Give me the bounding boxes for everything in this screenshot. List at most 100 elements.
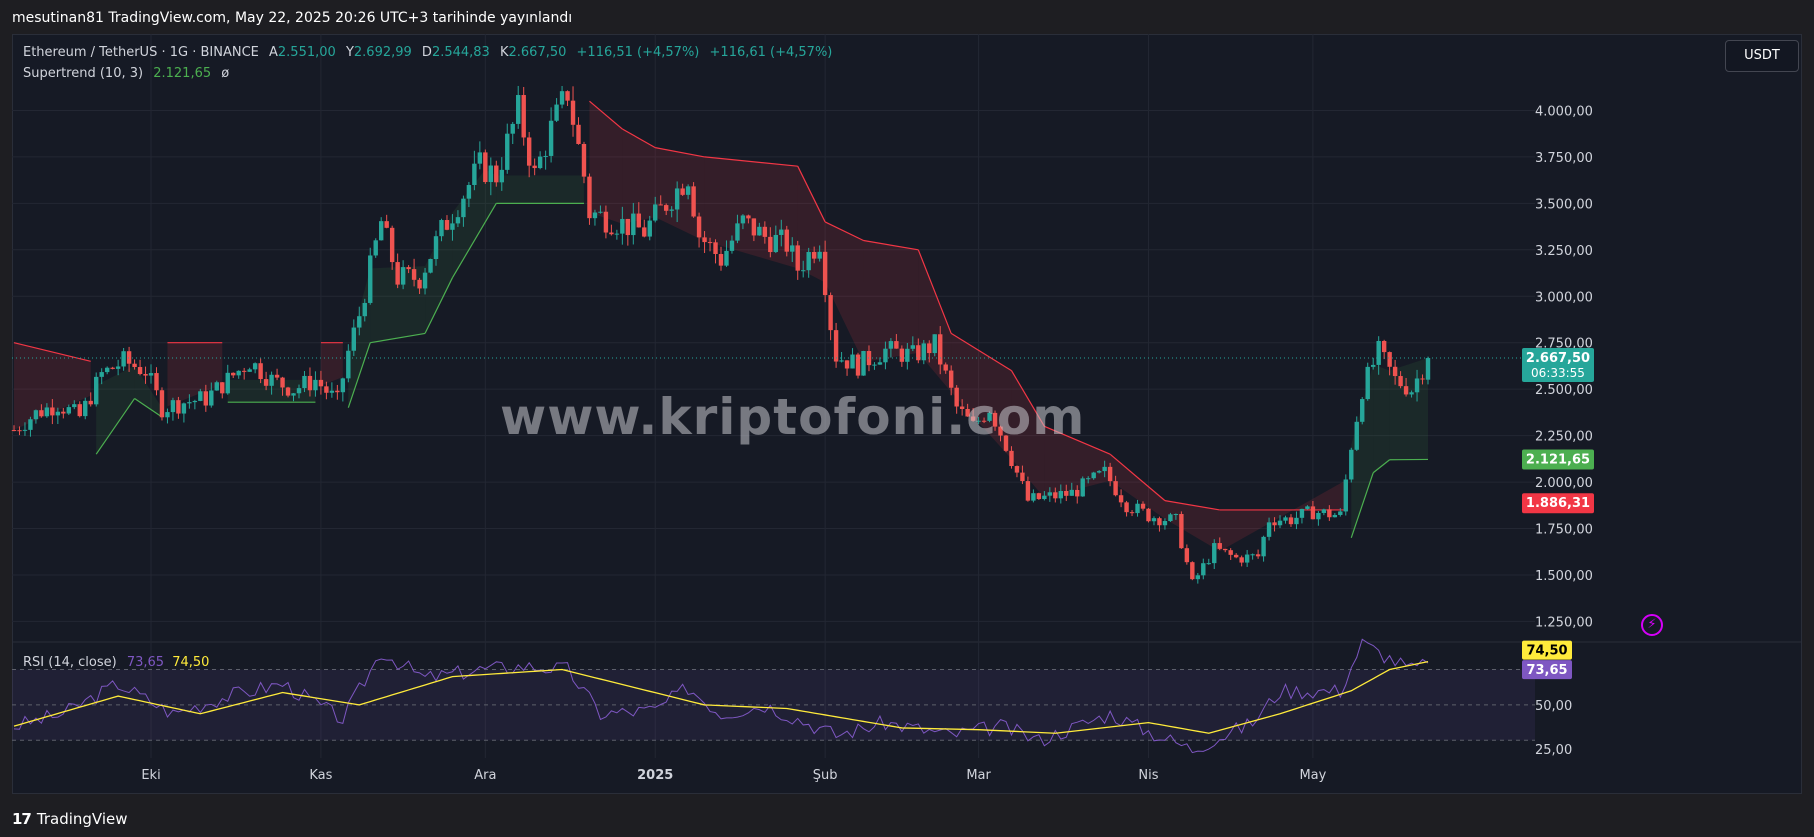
candle-body: [1239, 557, 1244, 563]
supertrend-fill-down: [951, 333, 1012, 459]
candle-body: [1058, 491, 1063, 499]
candle-body: [948, 370, 954, 388]
supertrend-line: [451, 221, 486, 278]
candle-body: [592, 212, 598, 219]
candle-body: [559, 91, 565, 105]
candle-body: [220, 382, 225, 394]
price-badge-label: 2.121,65: [1526, 452, 1590, 467]
candle-body: [1409, 392, 1414, 395]
candle-body: [1392, 366, 1398, 377]
supertrend-fill-down: [863, 240, 919, 363]
supertrend-value: 2.121,65: [153, 66, 212, 81]
price-axis-label: 1.500,00: [1535, 569, 1593, 584]
rsi-ma-line: [13, 660, 1429, 734]
candle-body: [1020, 472, 1025, 482]
candle-body: [335, 390, 340, 393]
supertrend-fill-down: [1044, 426, 1111, 498]
supertrend-fill-down: [167, 342, 223, 407]
open-label: A: [269, 45, 278, 60]
supertrend-fill-down: [1219, 480, 1346, 552]
rsi-legend[interactable]: RSI (14, close) 73,65 74,50: [23, 655, 209, 670]
candle-body: [187, 402, 192, 404]
candle-body: [170, 400, 176, 413]
supertrend-line: [1372, 459, 1391, 474]
candle-body: [494, 165, 499, 183]
candle-body: [1321, 509, 1327, 513]
candle-body: [400, 267, 406, 285]
candle-body: [729, 240, 735, 251]
candle-body: [855, 354, 861, 376]
supertrend-line: [484, 203, 497, 223]
candle-body: [1179, 514, 1184, 549]
candle-body: [1316, 512, 1321, 520]
candle-body: [181, 403, 187, 414]
supertrend-legend[interactable]: Supertrend (10, 3) 2.121,65 ø: [23, 66, 229, 81]
candle-body: [1332, 514, 1338, 518]
candle-body: [1327, 509, 1332, 518]
price-axis-label: 2.500,00: [1535, 383, 1593, 398]
candle-body: [110, 367, 115, 369]
lightning-icon[interactable]: ⚡: [1641, 614, 1663, 636]
candle-body: [121, 351, 126, 367]
supertrend-line: [1010, 370, 1045, 427]
candle-body: [241, 370, 247, 372]
candle-body: [1042, 495, 1047, 500]
candle-body: [976, 420, 981, 422]
supertrend-line: [950, 332, 1012, 372]
supertrend-line: [1109, 453, 1166, 502]
candle-body: [526, 137, 532, 166]
candle-body: [1069, 489, 1074, 496]
price-axis-label: 3.750,00: [1535, 151, 1593, 166]
price-axis-label: 4.000,00: [1535, 104, 1593, 119]
candle-body: [263, 379, 269, 386]
candle-body: [1157, 518, 1162, 526]
candle-body: [1102, 466, 1107, 472]
candle-body: [137, 367, 143, 375]
candle-body: [828, 295, 833, 331]
currency-button[interactable]: USDT: [1725, 40, 1799, 72]
candle-body: [455, 217, 461, 224]
price-badge: [1522, 493, 1594, 514]
candle-body: [751, 218, 757, 236]
candle-body: [274, 374, 280, 378]
candle-body: [1266, 522, 1272, 537]
candle-body: [877, 362, 883, 365]
candle-body: [636, 213, 641, 228]
candle-body: [795, 245, 800, 271]
candle-body: [1184, 548, 1190, 563]
price-axis-label: 2.250,00: [1535, 430, 1593, 445]
candle-body: [762, 226, 768, 237]
candle-body: [938, 334, 943, 365]
candle-body: [521, 95, 526, 138]
candle-body: [850, 354, 855, 369]
candle-body: [603, 211, 609, 233]
candle-body: [806, 252, 811, 271]
chart-frame[interactable]: [12, 34, 1802, 794]
candle-body: [472, 163, 477, 186]
candle-body: [822, 251, 828, 296]
candle-body: [1146, 508, 1151, 522]
candle-body: [1003, 435, 1009, 451]
candle-body: [1387, 352, 1392, 367]
candle-body: [406, 267, 411, 270]
candle-body: [488, 165, 494, 183]
candle-body: [50, 407, 55, 416]
candle-body: [1255, 554, 1261, 557]
candle-body: [548, 120, 554, 156]
candle-body: [422, 272, 428, 289]
candle-body: [1403, 386, 1409, 395]
rsi-badge-label: 73,65: [1526, 663, 1567, 678]
symbol-label[interactable]: Ethereum / TetherUS · 1G · BINANCE: [23, 45, 259, 60]
supertrend-line: [589, 100, 623, 130]
candle-body: [477, 152, 483, 164]
candle-body: [461, 198, 466, 218]
candle-body: [916, 345, 921, 361]
candle-body: [894, 341, 899, 349]
candle-body: [192, 400, 198, 403]
candle-body: [609, 232, 614, 235]
candle-body: [532, 165, 537, 169]
close-label: K: [499, 45, 509, 60]
candle-body: [258, 363, 263, 380]
open-value: 2.551,00: [277, 45, 336, 60]
